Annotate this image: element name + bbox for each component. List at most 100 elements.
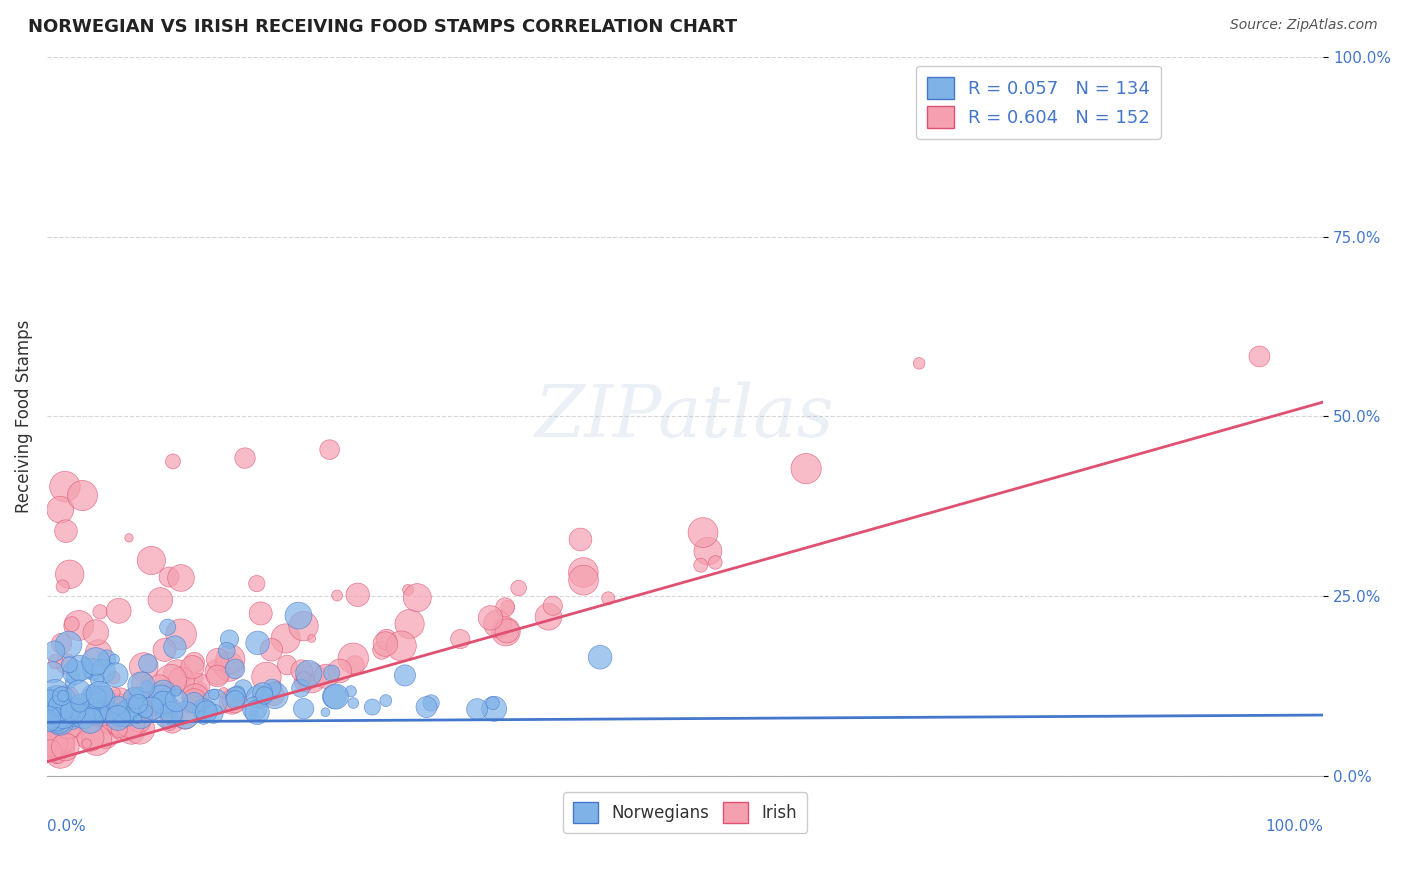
- Point: [160, 714, 183, 728]
- Point: [66, 699, 89, 714]
- Point: [287, 608, 309, 623]
- Point: [301, 632, 323, 646]
- Point: [481, 696, 503, 710]
- Point: [153, 643, 176, 657]
- Point: [537, 609, 560, 624]
- Point: [63, 721, 86, 735]
- Point: [76, 737, 98, 751]
- Point: [794, 461, 817, 475]
- Point: [39, 697, 62, 711]
- Point: [183, 693, 205, 707]
- Point: [75, 655, 97, 669]
- Point: [174, 708, 197, 723]
- Point: [44, 644, 66, 658]
- Point: [55, 524, 77, 538]
- Point: [69, 696, 91, 710]
- Point: [63, 665, 86, 680]
- Point: [183, 656, 205, 670]
- Point: [96, 651, 118, 665]
- Point: [193, 711, 215, 725]
- Point: [156, 620, 179, 634]
- Point: [42, 665, 65, 680]
- Point: [82, 662, 104, 676]
- Point: [170, 571, 193, 585]
- Point: [132, 660, 155, 674]
- Point: [103, 652, 125, 666]
- Point: [494, 600, 516, 615]
- Point: [132, 698, 155, 713]
- Point: [65, 705, 87, 719]
- Point: [449, 632, 471, 646]
- Point: [58, 657, 80, 672]
- Point: [48, 712, 70, 726]
- Point: [107, 604, 129, 618]
- Point: [67, 618, 90, 632]
- Point: [226, 687, 249, 701]
- Point: [89, 688, 111, 702]
- Point: [179, 698, 201, 713]
- Point: [101, 700, 124, 714]
- Point: [67, 685, 90, 699]
- Point: [291, 664, 314, 678]
- Point: [218, 632, 240, 646]
- Point: [496, 624, 519, 638]
- Point: [250, 692, 273, 706]
- Point: [157, 570, 180, 584]
- Text: 100.0%: 100.0%: [1265, 820, 1323, 834]
- Point: [572, 573, 595, 587]
- Point: [41, 690, 63, 704]
- Point: [118, 715, 141, 730]
- Point: [49, 714, 72, 729]
- Point: [38, 707, 60, 722]
- Point: [479, 611, 502, 625]
- Point: [482, 702, 505, 716]
- Point: [108, 723, 131, 737]
- Point: [122, 708, 145, 723]
- Point: [87, 646, 110, 660]
- Point: [107, 698, 129, 712]
- Point: [508, 581, 530, 595]
- Point: [38, 698, 60, 713]
- Point: [318, 442, 340, 457]
- Point: [87, 706, 110, 720]
- Point: [396, 582, 419, 597]
- Point: [84, 655, 107, 669]
- Point: [298, 666, 321, 681]
- Point: [224, 693, 246, 707]
- Point: [150, 690, 173, 705]
- Point: [108, 723, 131, 738]
- Point: [598, 591, 620, 606]
- Point: [292, 674, 315, 689]
- Point: [91, 665, 114, 679]
- Point: [541, 599, 564, 613]
- Point: [62, 669, 84, 683]
- Point: [97, 713, 120, 727]
- Point: [118, 531, 141, 545]
- Point: [49, 739, 72, 754]
- Point: [52, 709, 75, 723]
- Point: [160, 673, 183, 687]
- Point: [129, 678, 152, 692]
- Point: [266, 679, 288, 693]
- Point: [136, 657, 159, 671]
- Point: [62, 704, 84, 718]
- Point: [315, 669, 337, 683]
- Point: [42, 735, 65, 749]
- Point: [83, 691, 105, 706]
- Point: [45, 743, 67, 757]
- Point: [696, 544, 718, 558]
- Point: [62, 707, 84, 722]
- Point: [908, 356, 931, 370]
- Point: [86, 714, 108, 728]
- Point: [321, 666, 343, 681]
- Point: [52, 579, 75, 593]
- Point: [243, 702, 266, 716]
- Point: [53, 739, 76, 754]
- Point: [340, 684, 363, 698]
- Point: [292, 702, 315, 716]
- Point: [207, 665, 229, 679]
- Point: [188, 683, 211, 698]
- Point: [45, 711, 67, 725]
- Point: [246, 706, 269, 720]
- Point: [152, 696, 174, 710]
